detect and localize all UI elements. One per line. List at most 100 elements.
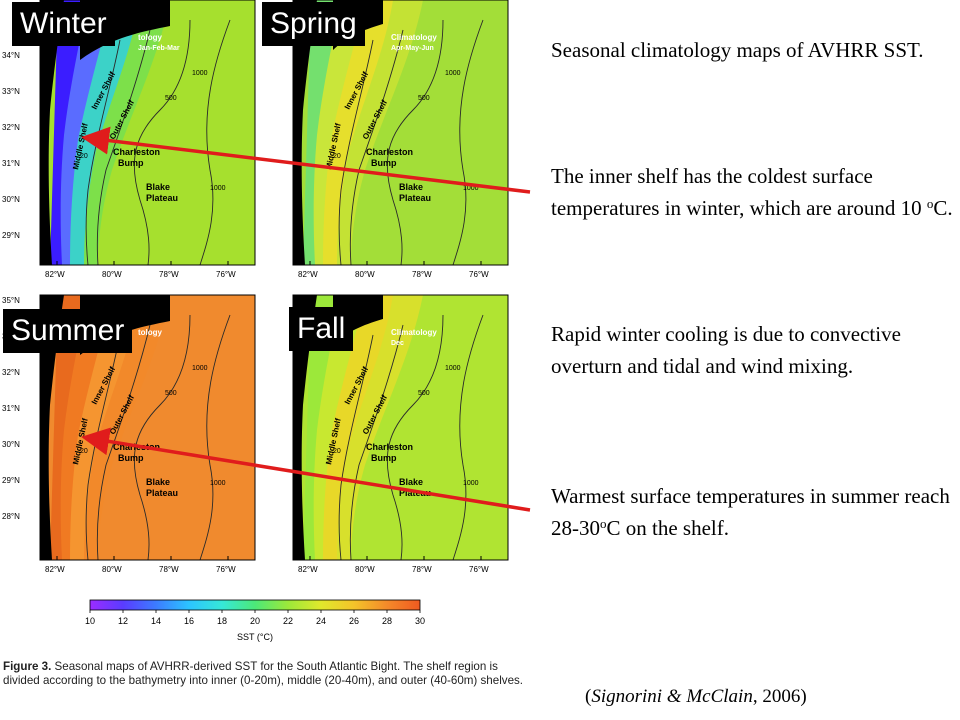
label-charleston: Charleston: [113, 147, 160, 157]
lat-tick-label: 32°N: [2, 368, 20, 377]
lat-tick-label: 30°N: [2, 440, 20, 449]
text-climatology: Seasonal climatology maps of AVHRR SST.: [551, 38, 924, 62]
colorbar: 10 12 14 16 18 20 22 24 26 28 30 SST (°C): [80, 598, 430, 648]
coastal-water: [303, 0, 341, 265]
figure-caption: Figure 3. Seasonal maps of AVHRR-derived…: [3, 660, 533, 688]
lat-tick-label: 34°N: [2, 51, 20, 60]
text-inner-shelf-end: C.: [933, 196, 953, 220]
text-inner-shelf: The inner shelf has the coldest surface …: [551, 164, 927, 220]
land: [40, 0, 64, 265]
lat-tick-label: 29°N: [2, 231, 20, 240]
lon-tick-label: 76°W: [216, 565, 236, 574]
colorbar-tick-label: 18: [217, 616, 227, 626]
map-subtitle-1: tology: [138, 328, 163, 337]
isobath-label-20: 20: [80, 153, 88, 160]
label-plateau: Plateau: [146, 488, 178, 498]
text-block-summer-warm: Warmest surface temperatures in summer r…: [551, 480, 956, 544]
colorbar-tick-label: 12: [118, 616, 128, 626]
citation-open: (: [585, 686, 592, 707]
map-frame: [292, 294, 509, 561]
lon-tick-label: 80°W: [355, 270, 375, 279]
lon-tick-label: 80°W: [102, 270, 122, 279]
colorbar-tick-label: 14: [151, 616, 161, 626]
lat-tick-label: 32°N: [2, 123, 20, 132]
land: [40, 295, 64, 560]
label-blake: Blake: [146, 182, 170, 192]
colorbar-tick-label: 26: [349, 616, 359, 626]
lat-tick-label: 35°N: [2, 296, 20, 305]
coastal-water: [50, 0, 88, 265]
degree-sup-2: o: [600, 516, 607, 531]
lon-tick-label: 78°W: [159, 270, 179, 279]
land: [293, 0, 317, 265]
map-subtitle-2: Dec: [391, 340, 404, 347]
lon-tick-label: 76°W: [469, 565, 489, 574]
label-charleston: Charleston: [366, 442, 413, 452]
lat-tick-label: 29°N: [2, 476, 20, 485]
map-subtitle-1: Climatology: [391, 328, 437, 337]
lat-tick-label: 31°N: [2, 159, 20, 168]
lon-tick-label: 80°W: [102, 565, 122, 574]
citation-authors: Signorini & McClain: [591, 686, 753, 707]
lat-tick-label: 33°N: [2, 87, 20, 96]
lat-tick-label: 28°N: [2, 512, 20, 521]
season-label-spring: Spring: [262, 2, 365, 46]
label-bump: Bump: [118, 453, 144, 463]
isobath-label-1000: 1000: [445, 70, 461, 77]
isobath-label-1000-south: 1000: [210, 185, 226, 192]
lon-tick-label: 78°W: [159, 565, 179, 574]
text-block-inner-shelf: The inner shelf has the coldest surface …: [551, 160, 956, 224]
season-label-fall: Fall: [289, 307, 354, 351]
colorbar-bar: [89, 599, 421, 611]
map-frame: [39, 0, 256, 266]
label-blake: Blake: [399, 477, 423, 487]
isobath-label-1000: 1000: [192, 70, 208, 77]
colorbar-tick-label: 10: [85, 616, 95, 626]
colorbar-tick-label: 30: [415, 616, 425, 626]
text-winter-cooling: Rapid winter cooling is due to convectiv…: [551, 322, 901, 378]
label-bump: Bump: [371, 453, 397, 463]
coastal-water: [50, 295, 88, 560]
label-charleston: Charleston: [366, 147, 413, 157]
colorbar-tick-label: 24: [316, 616, 326, 626]
label-bump: Bump: [371, 158, 397, 168]
lon-tick-label: 82°W: [45, 565, 65, 574]
lon-tick-label: 78°W: [412, 270, 432, 279]
isobath-label-500: 500: [165, 390, 177, 397]
citation-year: , 2006): [752, 686, 807, 707]
map-panel-winter: 1000 500 1000 20 Inner Shelf Outer Shelf Middl…: [2, 0, 285, 282]
colorbar-tick-label: 22: [283, 616, 293, 626]
lat-tick-label: 30°N: [2, 195, 20, 204]
map-frame: [39, 294, 256, 561]
text-summer-warm: Warmest surface temperatures in summer r…: [551, 484, 950, 540]
label-plateau: Plateau: [399, 193, 431, 203]
text-block-climatology: Seasonal climatology maps of AVHRR SST.: [551, 34, 956, 66]
lon-tick-label: 76°W: [216, 270, 236, 279]
isobath-label-1000-south: 1000: [210, 480, 226, 487]
lon-tick-label: 82°W: [45, 270, 65, 279]
isobath-label-500: 500: [418, 390, 430, 397]
lon-tick-label: 80°W: [355, 565, 375, 574]
colorbar-tick-label: 20: [250, 616, 260, 626]
isobath-label-1000: 1000: [445, 365, 461, 372]
label-blake: Blake: [399, 182, 423, 192]
colorbar-svg: 10 12 14 16 18 20 22 24 26 28 30 SST (°C): [85, 599, 425, 642]
lon-tick-label: 82°W: [298, 565, 318, 574]
isobath-label-1000-south: 1000: [463, 480, 479, 487]
degree-sup-1: o: [926, 196, 934, 211]
text-summer-warm-end: C on the shelf.: [606, 516, 729, 540]
lon-tick-label: 82°W: [298, 270, 318, 279]
map-frame: [292, 0, 509, 266]
map-subtitle-1: Climatology: [391, 33, 437, 42]
label-plateau: Plateau: [146, 193, 178, 203]
lon-tick-label: 76°W: [469, 270, 489, 279]
label-bump: Bump: [118, 158, 144, 168]
lon-tick-label: 78°W: [412, 565, 432, 574]
colorbar-tick-label: 16: [184, 616, 194, 626]
map-subtitle-2: Apr-May-Jun: [391, 45, 434, 52]
colorbar-tick-label: 28: [382, 616, 392, 626]
label-charleston: Charleston: [113, 442, 160, 452]
text-block-winter-cooling: Rapid winter cooling is due to convectiv…: [551, 318, 956, 382]
citation: (Signorini & McClain, 2006): [585, 686, 807, 708]
